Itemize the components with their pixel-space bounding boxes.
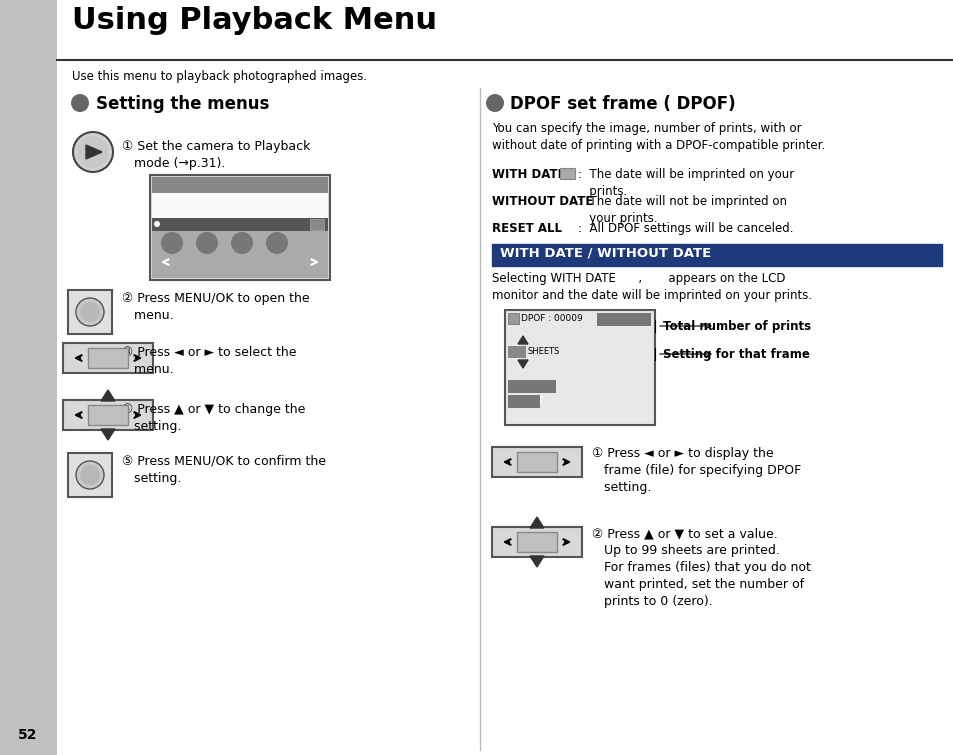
Bar xyxy=(63,343,152,373)
Text: WITHOUT DATE: WITHOUT DATE xyxy=(158,206,235,215)
Text: Using Playback Menu: Using Playback Menu xyxy=(71,6,436,35)
Bar xyxy=(152,193,328,239)
Bar xyxy=(88,405,128,425)
Circle shape xyxy=(161,232,183,254)
Bar xyxy=(150,175,330,280)
Bar xyxy=(507,380,556,393)
Text: ② Press MENU/OK to open the
   menu.: ② Press MENU/OK to open the menu. xyxy=(122,292,310,322)
Bar xyxy=(68,453,112,497)
Circle shape xyxy=(485,94,503,112)
Text: MENU: MENU xyxy=(79,304,100,310)
Text: RESET ALL: RESET ALL xyxy=(492,222,561,235)
Text: DPOF : 00009: DPOF : 00009 xyxy=(520,314,582,323)
Circle shape xyxy=(266,232,288,254)
Text: ④ Press ▲ or ▼ to change the
   setting.: ④ Press ▲ or ▼ to change the setting. xyxy=(122,403,305,433)
Circle shape xyxy=(195,232,218,254)
Text: Setting the menus: Setting the menus xyxy=(96,95,269,113)
Text: Use this menu to playback photographed images.: Use this menu to playback photographed i… xyxy=(71,70,367,83)
Polygon shape xyxy=(530,556,543,567)
Polygon shape xyxy=(101,390,115,401)
Bar xyxy=(152,177,328,193)
Circle shape xyxy=(73,132,112,172)
Polygon shape xyxy=(517,360,527,368)
Polygon shape xyxy=(530,517,543,528)
Circle shape xyxy=(231,232,253,254)
Bar xyxy=(152,218,328,231)
Polygon shape xyxy=(101,429,115,440)
Circle shape xyxy=(76,461,104,489)
Text: You can specify the image, number of prints, with or
without date of printing wi: You can specify the image, number of pri… xyxy=(492,122,824,152)
Text: DPOF set frame ( DPOF): DPOF set frame ( DPOF) xyxy=(510,95,735,113)
Text: ◄►FRAME: ◄►FRAME xyxy=(510,381,555,390)
Bar xyxy=(507,395,539,408)
Text: ⑤ Press MENU/OK to confirm the
   setting.: ⑤ Press MENU/OK to confirm the setting. xyxy=(122,455,326,485)
Text: Setting for that frame: Setting for that frame xyxy=(662,348,809,361)
Text: :  The date will be imprinted on your
   prints.: : The date will be imprinted on your pri… xyxy=(578,168,794,198)
Text: 100-0001: 100-0001 xyxy=(598,314,642,323)
Text: :  The date will not be imprinted on
   your prints.: : The date will not be imprinted on your… xyxy=(578,195,786,225)
Text: WITH DATE / WITHOUT DATE: WITH DATE / WITHOUT DATE xyxy=(499,246,711,259)
Text: MENU: MENU xyxy=(79,467,100,473)
Text: SHEETS: SHEETS xyxy=(527,347,559,356)
Circle shape xyxy=(80,302,100,322)
Bar xyxy=(492,244,941,266)
Text: /OK: /OK xyxy=(84,310,96,316)
Text: /OK: /OK xyxy=(84,473,96,479)
Bar xyxy=(492,527,581,557)
Bar xyxy=(57,0,953,60)
Polygon shape xyxy=(517,336,527,344)
Circle shape xyxy=(71,94,89,112)
Text: :  All DPOF settings will be canceled.: : All DPOF settings will be canceled. xyxy=(578,222,793,235)
Polygon shape xyxy=(86,145,102,159)
Circle shape xyxy=(80,465,100,485)
Text: ② Press ▲ or ▼ to set a value.
   Up to 99 sheets are printed.
   For frames (fi: ② Press ▲ or ▼ to set a value. Up to 99 … xyxy=(592,527,810,608)
Bar xyxy=(504,310,655,425)
Text: WITHOUT DATE: WITHOUT DATE xyxy=(492,195,593,208)
Bar xyxy=(88,348,128,368)
Text: WITH DATE: WITH DATE xyxy=(162,219,218,228)
Bar xyxy=(597,313,650,326)
Text: DPOF: DPOF xyxy=(156,178,186,188)
Bar xyxy=(63,400,152,430)
Text: ① Set the camera to Playback
   mode (→p.31).: ① Set the camera to Playback mode (→p.31… xyxy=(122,140,310,170)
Bar xyxy=(507,346,525,358)
Text: Selecting WITH DATE      ,       appears on the LCD
monitor and the date will be: Selecting WITH DATE , appears on the LCD… xyxy=(492,272,811,302)
Text: 52: 52 xyxy=(18,728,38,742)
Text: WITH DATE: WITH DATE xyxy=(492,168,565,181)
Bar xyxy=(68,290,112,334)
Bar xyxy=(152,231,328,278)
Circle shape xyxy=(77,136,109,168)
Bar xyxy=(310,219,324,230)
Text: Total number of prints: Total number of prints xyxy=(662,320,810,333)
Text: ③ Press ◄ or ► to select the
   menu.: ③ Press ◄ or ► to select the menu. xyxy=(122,346,296,376)
Bar xyxy=(0,0,57,755)
Bar xyxy=(507,313,518,324)
Text: OK SET: OK SET xyxy=(510,396,543,405)
Bar xyxy=(492,447,581,477)
Text: RESET ALL: RESET ALL xyxy=(158,195,212,204)
Bar xyxy=(517,452,557,472)
Bar xyxy=(559,168,575,179)
Text: ① Press ◄ or ► to display the
   frame (file) for specifying DPOF
   setting.: ① Press ◄ or ► to display the frame (fil… xyxy=(592,447,801,494)
Circle shape xyxy=(153,221,160,227)
Bar xyxy=(517,532,557,552)
Circle shape xyxy=(76,298,104,326)
